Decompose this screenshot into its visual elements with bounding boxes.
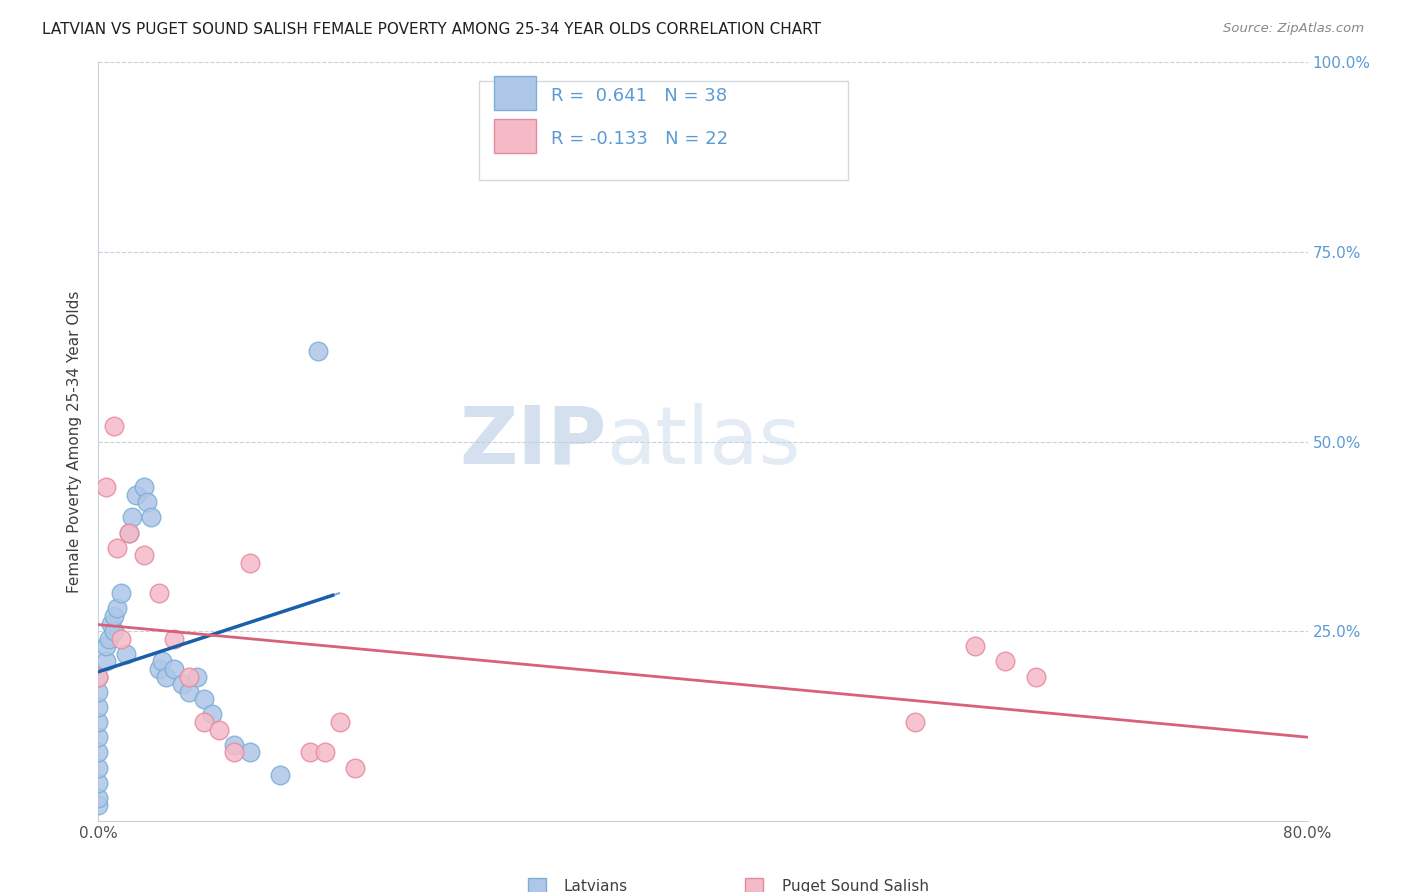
Point (87, 776, 110, 790)
Point (314, 746, 336, 760)
Point (179, 669, 201, 683)
Point (193, 715, 215, 730)
Text: Latvians: Latvians (564, 880, 628, 892)
Point (125, 487, 148, 501)
FancyBboxPatch shape (494, 119, 536, 153)
Point (208, 723, 231, 737)
Point (148, 586, 170, 600)
Point (163, 632, 186, 646)
Point (110, 632, 132, 646)
Point (170, 677, 193, 691)
Point (87, 798, 110, 813)
Point (1024, 669, 1046, 683)
Point (87, 685, 110, 699)
Text: R = -0.133   N = 22: R = -0.133 N = 22 (551, 130, 728, 148)
Point (150, 655, 173, 669)
Point (110, 586, 132, 600)
Text: LATVIAN VS PUGET SOUND SALISH FEMALE POVERTY AMONG 25-34 YEAR OLDS CORRELATION C: LATVIAN VS PUGET SOUND SALISH FEMALE POV… (42, 22, 821, 37)
Point (121, 510, 143, 524)
Point (186, 669, 208, 683)
Point (100, 616, 122, 631)
Point (904, 715, 927, 730)
Point (179, 685, 201, 699)
Point (329, 715, 352, 730)
Point (94, 655, 117, 669)
Text: atlas: atlas (606, 402, 800, 481)
Point (132, 548, 155, 563)
Text: ZIP: ZIP (458, 402, 606, 481)
Y-axis label: Female Poverty Among 25-34 Year Olds: Female Poverty Among 25-34 Year Olds (67, 291, 83, 592)
Point (299, 746, 322, 760)
Point (344, 760, 367, 774)
Point (307, 343, 329, 358)
Point (105, 541, 128, 555)
Point (87, 760, 110, 774)
Point (87, 669, 110, 683)
Point (98, 632, 121, 646)
Point (269, 768, 291, 782)
Point (103, 419, 125, 434)
Point (118, 525, 141, 540)
Point (155, 669, 177, 683)
Point (163, 662, 186, 676)
Point (94, 639, 117, 653)
Point (118, 525, 141, 540)
Point (103, 624, 125, 639)
FancyBboxPatch shape (745, 878, 763, 892)
Point (141, 510, 163, 524)
FancyBboxPatch shape (494, 76, 536, 111)
Point (193, 692, 215, 706)
Point (224, 738, 246, 752)
Point (965, 639, 987, 653)
Point (87, 791, 110, 805)
Point (148, 662, 170, 676)
FancyBboxPatch shape (527, 878, 546, 892)
Text: R =  0.641   N = 38: R = 0.641 N = 38 (551, 87, 727, 104)
Point (114, 647, 136, 661)
Text: Source: ZipAtlas.com: Source: ZipAtlas.com (1223, 22, 1364, 36)
Point (239, 556, 262, 570)
Point (103, 608, 125, 623)
Point (135, 495, 157, 509)
Point (87, 699, 110, 714)
Point (87, 669, 110, 683)
Point (994, 655, 1017, 669)
FancyBboxPatch shape (479, 81, 848, 180)
Point (87, 715, 110, 730)
Point (105, 601, 128, 615)
Point (87, 730, 110, 744)
Point (201, 707, 224, 722)
Point (132, 480, 155, 494)
Point (239, 746, 262, 760)
Point (87, 746, 110, 760)
Point (224, 746, 246, 760)
Text: Puget Sound Salish: Puget Sound Salish (782, 880, 928, 892)
Point (94, 480, 117, 494)
